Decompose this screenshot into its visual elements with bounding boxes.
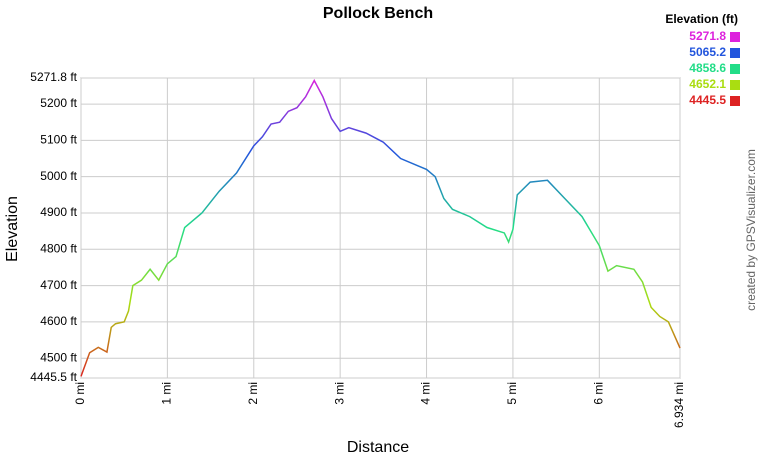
legend-label: 4652.1 <box>689 77 726 91</box>
x-axis-title: Distance <box>347 439 409 456</box>
y-tick-label: 4500 ft <box>40 350 77 364</box>
y-tick-label: 4900 ft <box>40 205 77 219</box>
x-tick-label: 6 mi <box>591 382 605 405</box>
y-tick-label: 5200 ft <box>40 96 77 110</box>
legend-swatch <box>730 32 740 42</box>
x-tick-label: 2 mi <box>246 382 260 405</box>
x-tick-label: 5 mi <box>505 382 519 405</box>
y-tick-label: 5271.8 ft <box>30 70 77 84</box>
x-tick-label: 1 mi <box>160 382 174 405</box>
x-tick-label: 4 mi <box>419 382 433 405</box>
legend-swatch <box>730 64 740 74</box>
x-tick-label: 0 mi <box>73 382 87 405</box>
legend-swatch <box>730 80 740 90</box>
y-tick-label: 4600 ft <box>40 314 77 328</box>
legend-label: 4858.6 <box>689 61 726 75</box>
y-tick-label: 5100 ft <box>40 133 77 147</box>
y-tick-label: 5000 ft <box>40 169 77 183</box>
legend-label: 4445.5 <box>689 93 726 107</box>
y-tick-label: 4445.5 ft <box>30 370 77 384</box>
x-tick-label: 6.934 mi <box>672 382 686 428</box>
chart-title: Pollock Bench <box>323 5 433 22</box>
credit: created by GPSVisualizer.com <box>744 149 758 311</box>
y-tick-label: 4700 ft <box>40 278 77 292</box>
legend-swatch <box>730 96 740 106</box>
legend-label: 5271.8 <box>689 29 726 43</box>
legend-title: Elevation (ft) <box>665 12 738 26</box>
y-tick-label: 4800 ft <box>40 241 77 255</box>
plot-frame <box>80 77 681 379</box>
x-tick-label: 3 mi <box>332 382 346 405</box>
legend-swatch <box>730 48 740 58</box>
y-axis-title: Elevation <box>4 196 21 262</box>
legend-label: 5065.2 <box>689 45 726 59</box>
elevation-line <box>80 78 681 377</box>
